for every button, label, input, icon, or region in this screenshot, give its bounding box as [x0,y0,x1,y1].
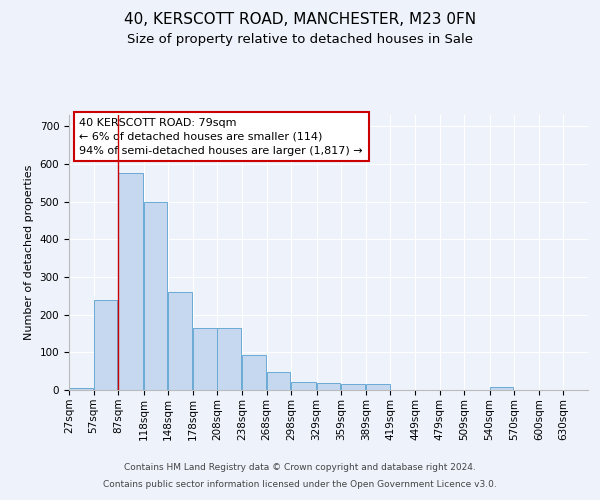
Text: Size of property relative to detached houses in Sale: Size of property relative to detached ho… [127,32,473,46]
Bar [217,328,241,390]
Bar [69,388,93,390]
Bar [291,382,316,390]
Bar [317,383,340,390]
Bar [490,387,514,390]
Bar [168,292,192,390]
Bar [143,202,167,390]
Text: Contains public sector information licensed under the Open Government Licence v3: Contains public sector information licen… [103,480,497,489]
Bar [341,384,365,390]
Bar [366,384,389,390]
Bar [242,355,266,390]
Bar [266,372,290,390]
Text: Contains HM Land Registry data © Crown copyright and database right 2024.: Contains HM Land Registry data © Crown c… [124,464,476,472]
Text: 40, KERSCOTT ROAD, MANCHESTER, M23 0FN: 40, KERSCOTT ROAD, MANCHESTER, M23 0FN [124,12,476,28]
Bar [193,328,217,390]
Bar [94,300,118,390]
Text: 40 KERSCOTT ROAD: 79sqm
← 6% of detached houses are smaller (114)
94% of semi-de: 40 KERSCOTT ROAD: 79sqm ← 6% of detached… [79,118,363,156]
Bar [118,174,143,390]
Y-axis label: Number of detached properties: Number of detached properties [24,165,34,340]
